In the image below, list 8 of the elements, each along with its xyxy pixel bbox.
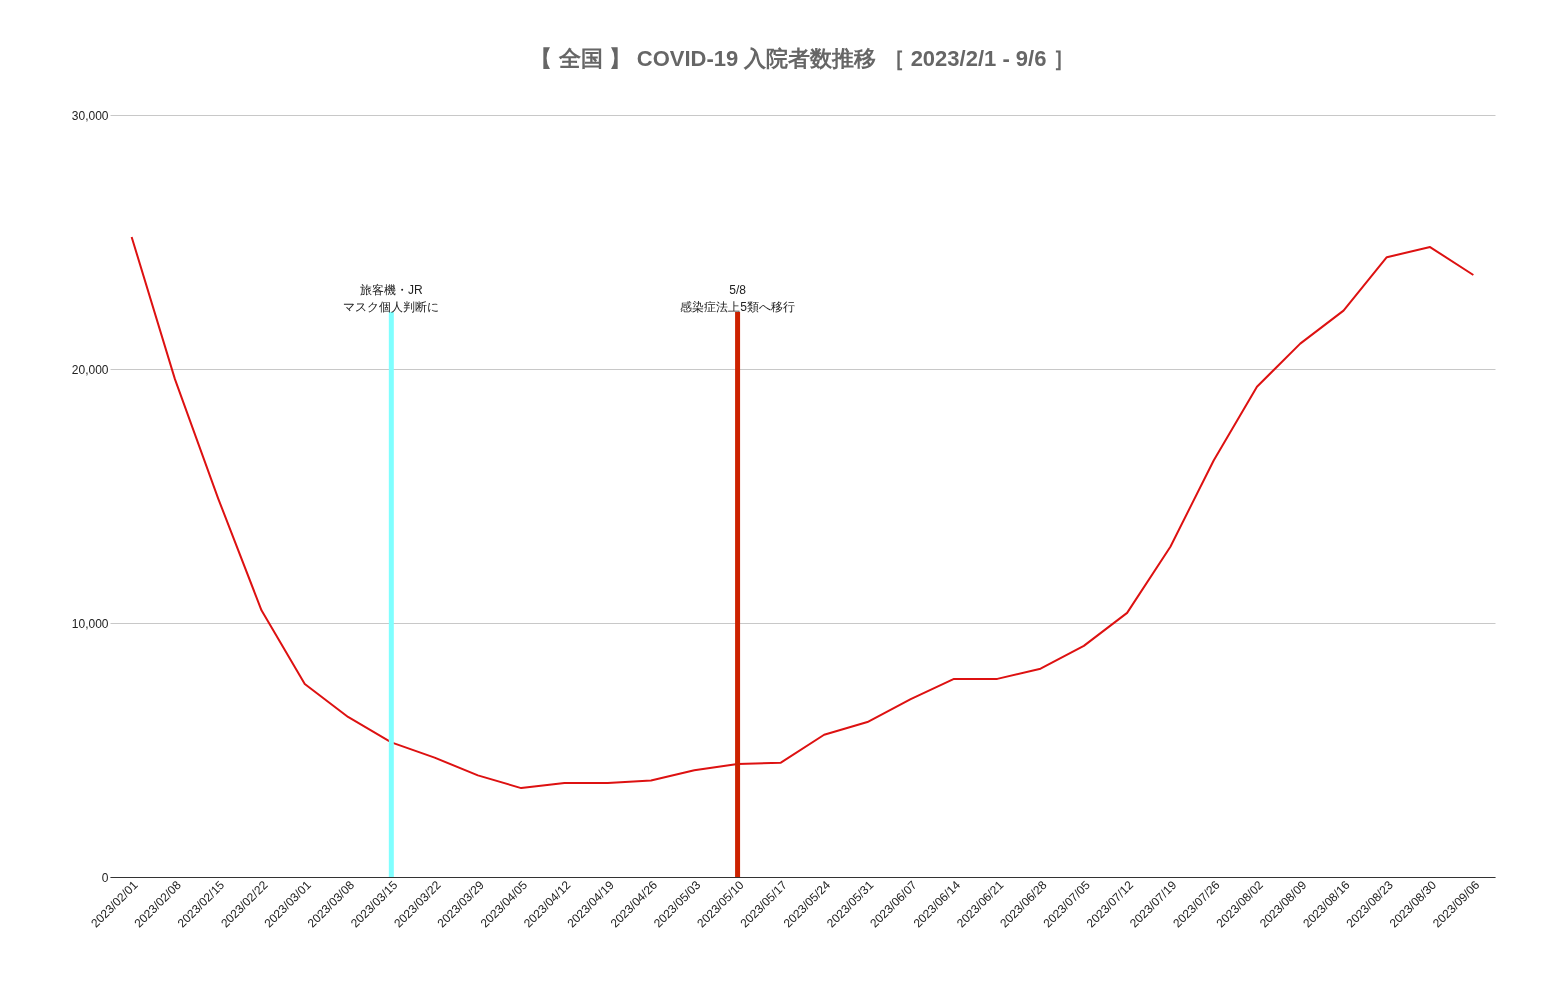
line-series bbox=[130, 235, 1475, 790]
chart-title: 【 全国 】 COVID-19 入院者数推移 ［ 2023/2/1 - 9/6 ］ bbox=[530, 46, 1075, 71]
ref-line-label: 旅客機・JR マスク個人判断に bbox=[343, 283, 440, 314]
y-tick-label: 20,000 bbox=[71, 362, 109, 377]
y-tick-label: 10,000 bbox=[71, 616, 109, 631]
ref-line-label: 5/8 感染症法上5類へ移行 bbox=[680, 283, 795, 314]
y-tick-label: 0 bbox=[101, 870, 109, 885]
y-tick-label: 30,000 bbox=[71, 108, 109, 123]
